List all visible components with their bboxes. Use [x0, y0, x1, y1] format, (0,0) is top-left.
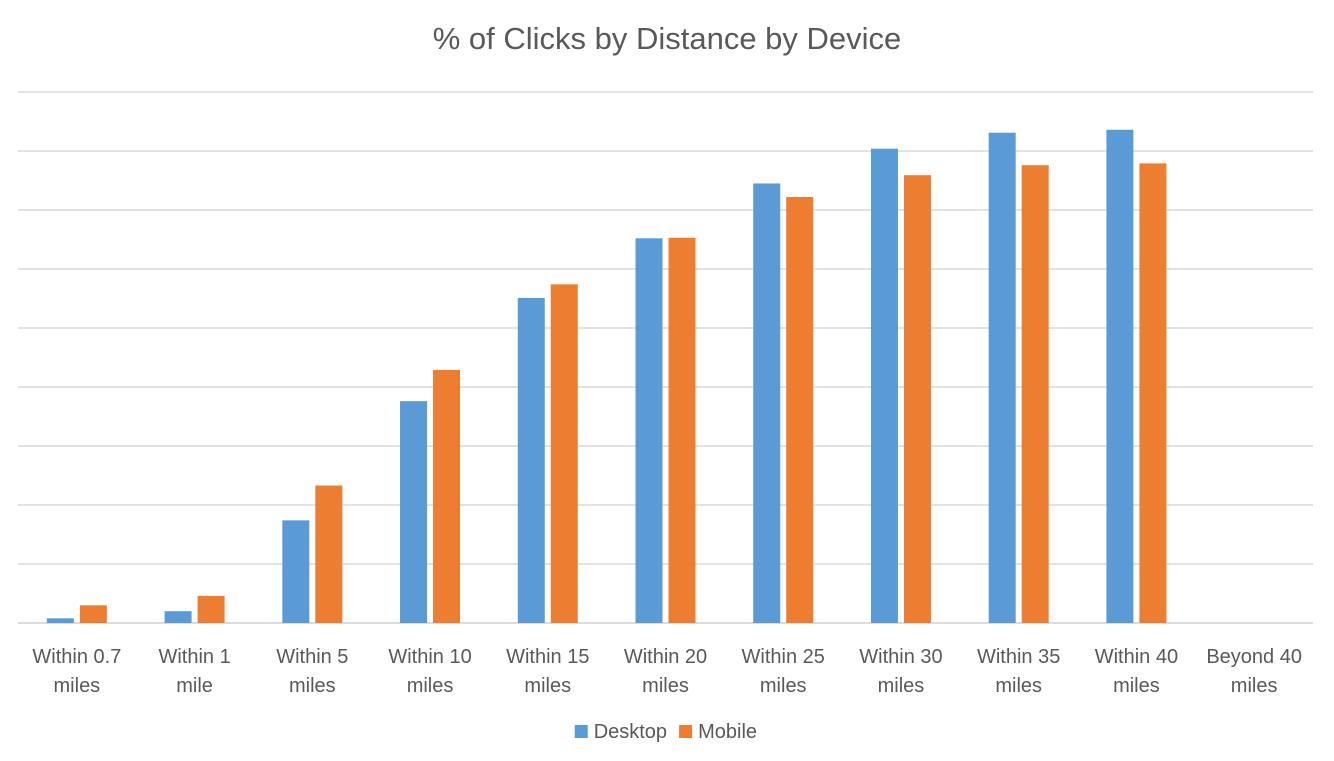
bar-desktop-2	[282, 520, 310, 623]
chart-title: % of Clicks by Distance by Device	[433, 21, 902, 56]
bar-mobile-6	[786, 197, 814, 623]
x-tick-label-line: miles	[407, 675, 454, 697]
legend-swatch-desktop	[574, 725, 588, 738]
bar-mobile-1	[197, 595, 225, 623]
x-tick-label-line: miles	[995, 675, 1042, 697]
x-tick-label-line: Within 0.7	[32, 646, 121, 668]
x-tick-label-line: miles	[642, 675, 689, 697]
bar-desktop-9	[1106, 129, 1134, 623]
bar-desktop-6	[753, 183, 781, 623]
x-tick-label-4: Within 15 miles	[506, 646, 589, 697]
x-tick-label-9: Within 40 miles	[1095, 646, 1178, 697]
x-tick-label-line: miles	[54, 675, 101, 697]
x-tick-label-6: Within 25 miles	[742, 646, 825, 697]
bar-desktop-1	[164, 611, 192, 623]
bar-mobile-9	[1139, 163, 1167, 623]
bar-mobile-3	[433, 369, 461, 623]
bar-desktop-8	[988, 132, 1016, 623]
x-tick-label-3: Within 10 miles	[388, 646, 471, 697]
x-tick-label-line: miles	[289, 675, 336, 697]
x-tick-label-line: miles	[1231, 675, 1278, 697]
legend-swatch-mobile	[679, 725, 693, 738]
bar-desktop-4	[517, 297, 545, 623]
bars	[46, 129, 1167, 624]
bar-mobile-2	[315, 485, 343, 623]
gridlines	[18, 91, 1313, 624]
bar-desktop-0	[46, 618, 74, 623]
x-tick-label-5: Within 20 miles	[624, 646, 707, 697]
x-tick-label-1: Within 1 mile	[158, 646, 230, 697]
x-tick-label-8: Within 35 miles	[977, 646, 1060, 697]
x-tick-label-line: mile	[176, 675, 213, 697]
x-tick-label-line: miles	[1113, 675, 1160, 697]
bar-mobile-4	[550, 284, 578, 623]
x-tick-label-line: Within 5	[276, 646, 348, 668]
x-tick-label-line: Within 35	[977, 646, 1060, 668]
x-tick-label-0: Within 0.7 miles	[32, 646, 121, 697]
bar-mobile-8	[1021, 165, 1049, 623]
x-tick-label-10: Beyond 40 miles	[1206, 646, 1302, 697]
bar-desktop-7	[870, 148, 898, 623]
x-tick-label-line: Beyond 40	[1206, 646, 1302, 668]
bar-desktop-5	[635, 238, 663, 623]
x-tick-label-line: Within 30	[859, 646, 942, 668]
bar-mobile-0	[79, 605, 107, 623]
x-tick-label-line: Within 1	[158, 646, 230, 668]
x-tick-label-line: Within 20	[624, 646, 707, 668]
bar-desktop-3	[400, 401, 428, 623]
x-tick-label-7: Within 30 miles	[859, 646, 942, 697]
legend-label-mobile: Mobile	[698, 721, 757, 743]
x-tick-label-line: Within 15	[506, 646, 589, 668]
x-tick-label-line: miles	[878, 675, 925, 697]
bar-mobile-7	[903, 175, 931, 623]
legend-label-desktop: Desktop	[594, 721, 667, 743]
x-tick-label-line: miles	[524, 675, 571, 697]
x-axis-tick-labels: Within 0.7 miles Within 1 mile Within 5 miles…	[32, 646, 1302, 697]
x-tick-label-line: miles	[760, 675, 807, 697]
bar-mobile-5	[668, 237, 696, 624]
legend: Desktop Mobile	[574, 721, 757, 743]
x-tick-label-line: Within 25	[742, 646, 825, 668]
x-tick-label-2: Within 5 miles	[276, 646, 348, 697]
x-tick-label-line: Within 40	[1095, 646, 1178, 668]
x-tick-label-line: Within 10	[388, 646, 471, 668]
